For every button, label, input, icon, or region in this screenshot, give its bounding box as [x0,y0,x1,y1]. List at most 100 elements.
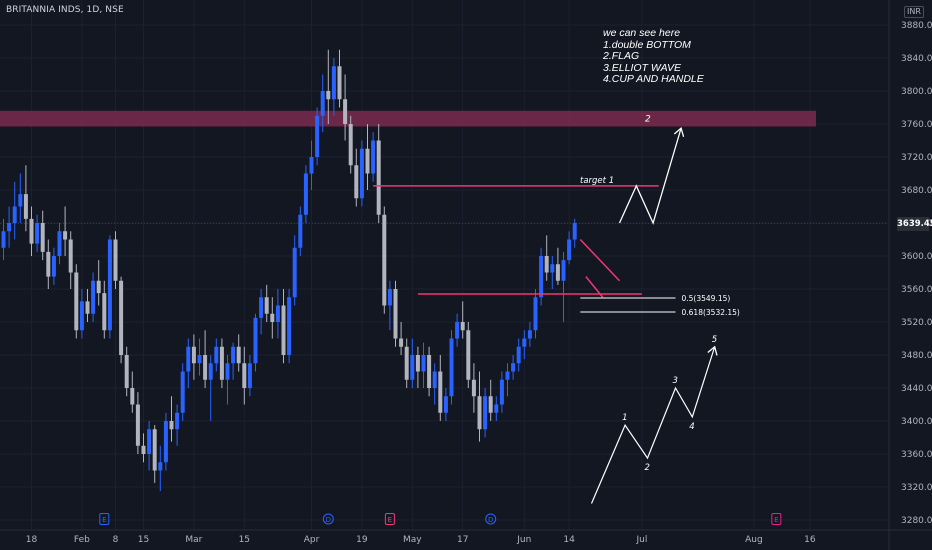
y-tick-label: 3560.00 [901,285,932,295]
candle-body [309,157,314,174]
candle-body [326,91,331,100]
candle-body [522,338,527,347]
candle-body [242,363,247,388]
candle-body [387,289,392,306]
candle-body [113,239,118,281]
candle-body [371,140,376,174]
candle-body [247,363,252,388]
candle-body [147,429,152,454]
candle-body [214,346,219,364]
projection-path [618,127,682,225]
candle-body [415,355,420,372]
candle-body [365,148,370,174]
candle-body [331,66,336,100]
event-label: D [326,516,331,524]
candle-body [567,239,572,261]
resistance-zone [0,110,816,127]
candle-body [259,297,264,318]
candle-body [477,396,482,430]
candle-body [7,223,12,232]
candle-body [544,256,549,273]
x-tick-label: 17 [457,535,468,545]
candle-body [527,330,532,339]
event-label: D [488,516,493,524]
analysis-note-line: 2.FLAG [603,50,640,62]
candle-body [130,388,135,405]
elliott-wave-label: 5 [712,335,717,345]
candle-body [18,194,23,207]
candle-body [376,140,381,215]
y-tick-label: 3400.00 [901,417,932,427]
candle-body [91,280,96,314]
x-tick-label: Mar [185,535,202,545]
symbol-header: BRITANNIA INDS, 1D, NSE [6,5,124,15]
candle-body [163,421,168,463]
candle-body [152,429,157,471]
candle-body [208,363,213,380]
candle-body [197,355,202,364]
y-tick-label: 3680.00 [901,186,932,196]
candle-body [180,371,185,413]
candle-body [275,305,280,322]
candle-body [40,223,45,252]
candle-body [359,148,364,199]
candle-body [499,379,504,405]
dividend-event-marker [322,513,334,525]
candle-body [471,379,476,397]
candle-body [410,355,415,380]
candle-body [393,289,398,339]
earnings-event-marker [99,513,110,525]
x-tick-label: May [403,535,422,545]
candle-body [236,346,241,364]
candle-body [186,346,191,372]
dividend-event-marker [485,513,497,525]
x-tick-label: Jun [516,535,531,545]
candle-body [550,264,555,273]
x-tick-label: 15 [239,535,250,545]
candle-body [124,355,129,388]
candle-body [203,355,208,380]
candle-body [12,206,17,223]
candle-body [399,338,404,347]
candle-body [455,322,460,339]
analysis-note-line: 4.CUP AND HANDLE [603,73,704,85]
candle-body [438,371,443,413]
level-label: 0.618(3532.15) [682,308,740,317]
y-tick-label: 3760.00 [901,120,932,130]
candle-body [505,371,510,380]
elliott-wave-label: 1 [622,413,627,423]
flag-line [579,238,621,282]
candle-body [96,280,101,294]
candle-body [135,404,140,446]
candle-body [572,223,577,240]
candle-body [23,194,28,219]
candle-body [119,280,124,355]
elliott-wave-label: 2 [645,463,650,473]
candle-body [511,363,516,372]
candle-body [494,404,499,413]
event-label: E [102,516,106,524]
candle-body [219,346,224,380]
candle-body [449,338,454,397]
candle-body [343,99,348,124]
last-price-tag: 3639.45 [897,217,932,231]
candle-body [337,66,342,100]
event-label: E [388,516,392,524]
y-tick-label: 3720.00 [901,153,932,163]
candle-body [46,251,51,277]
candle-body [483,396,488,430]
analysis-note-line: 3.ELLIOT WAVE [603,61,682,74]
candle-body [561,260,566,281]
candle-body [270,313,275,322]
level-label: target 1 [580,176,614,186]
candle-body [354,165,359,199]
y-tick-label: 3880.00 [901,21,932,31]
y-tick-label: 3440.00 [901,384,932,394]
candle-body [29,218,34,244]
x-tick-label: Aug [745,535,763,545]
x-tick-label: 19 [356,535,368,545]
x-tick-label: Feb [74,535,90,545]
candle-body [298,214,303,248]
candle-body [292,247,297,298]
